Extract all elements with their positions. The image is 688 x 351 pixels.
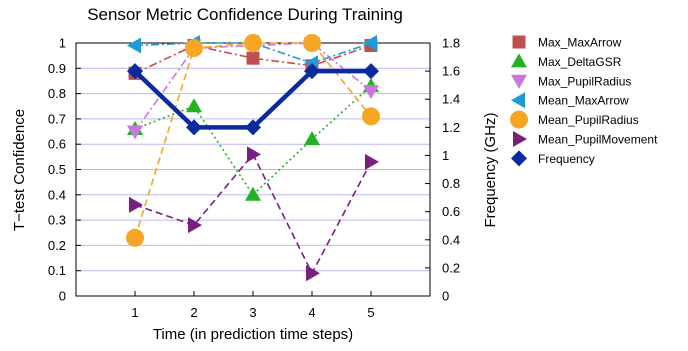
x-tick-label: 5 [367,305,374,320]
data-point [362,107,380,126]
legend-item: Mean_MaxArrow [511,92,629,109]
legend-marker [510,110,528,129]
legend-item: Mean_PupilMovement [513,131,658,147]
x-axis: 1 2 3 4 5 [131,291,375,320]
legend-item: Max_MaxArrow [512,35,622,50]
legend-marker [511,74,527,89]
y2-tick-label: 0.2 [442,260,460,275]
grid [76,42,430,297]
legend-marker [512,35,526,49]
data-point [363,35,377,51]
legend-marker [511,92,525,109]
series-line [134,152,372,275]
y-tick-label: 1 [59,36,66,51]
legend-marker [511,53,527,68]
y-tick-label: 0.1 [48,263,66,278]
legend-item: Max_PupilRadius [511,74,631,89]
data-point [129,196,143,213]
series-line [134,44,372,75]
data-point [247,146,261,163]
series-mean-pupilmovement [129,146,379,282]
x-tick-label: 4 [308,305,315,320]
y-tick-label: 0 [59,289,66,304]
data-point [185,39,203,58]
legend-marker [513,131,527,147]
y-tick-label: 0.7 [48,111,66,126]
legend-marker [511,150,527,167]
data-point [363,63,379,80]
data-point [186,98,202,113]
legend-label: Max_MaxArrow [538,36,622,50]
data-point [303,34,321,52]
y2-tick-label: 0.8 [442,176,460,191]
y2-tick-label: 1.8 [442,36,460,51]
y-axis-label: T−test Confidence [11,109,28,231]
y-tick-label: 0.4 [48,187,66,202]
y-tick-label: 0.9 [48,61,66,76]
data-point [127,37,141,54]
data-point [365,153,379,170]
data-point [306,265,320,282]
x-tick-label: 3 [249,305,256,320]
data-point [186,119,202,136]
x-axis-label: Time (in prediction time steps) [153,326,353,343]
legend-label: Mean_PupilMovement [538,133,658,147]
data-point [245,119,261,136]
data-point [363,85,379,100]
y2-tick-label: 1.4 [442,92,460,107]
series-group [126,34,380,282]
y-tick-label: 0.6 [48,137,66,152]
y-tick-label: 0.3 [48,213,66,228]
x-tick-label: 1 [131,305,138,320]
legend-label: Mean_PupilRadius [538,113,639,127]
y-axis: 0 0.1 0.2 0.3 0.4 0.5 0.6 0.7 0.8 0.9 1 [48,36,81,304]
legend-label: Max_PupilRadius [538,74,631,88]
y2-tick-label: 0.6 [442,204,460,219]
legend-item: Frequency [511,150,595,167]
y-tick-label: 0.2 [48,238,66,253]
legend-item: Mean_PupilRadius [510,110,639,129]
series-mean-pupilradius [126,34,380,247]
legend-label: Mean_MaxArrow [538,94,629,108]
y2-tick-label: 0 [442,289,449,304]
y-tick-label: 0.5 [48,162,66,177]
data-point [127,63,143,80]
data-point [304,63,320,80]
x-tick-label: 2 [190,305,197,320]
y2-axis: 0 0.2 0.4 0.6 0.8 1 1.2 1.4 1.6 1.8 [425,36,460,304]
legend-item: Max_DeltaGSR [511,53,622,69]
data-point [126,228,144,247]
data-point [304,131,320,146]
data-point [127,125,143,140]
y2-tick-label: 1.6 [442,64,460,79]
chart-title: Sensor Metric Confidence During Training [87,5,403,24]
data-point [246,51,260,65]
data-point [245,186,261,201]
y2-axis-label: Frequency (GHz) [482,112,499,227]
y2-tick-label: 0.4 [442,232,460,247]
legend-label: Max_DeltaGSR [538,55,622,69]
series-frequency [127,63,379,136]
legend: Max_MaxArrow Max_DeltaGSR Max_PupilRadius M… [510,35,658,167]
y2-tick-label: 1.2 [442,120,460,135]
y2-tick-label: 1 [442,148,449,163]
data-point [244,34,262,52]
y-tick-label: 0.8 [48,86,66,101]
data-point [188,217,202,234]
legend-label: Frequency [538,152,595,166]
